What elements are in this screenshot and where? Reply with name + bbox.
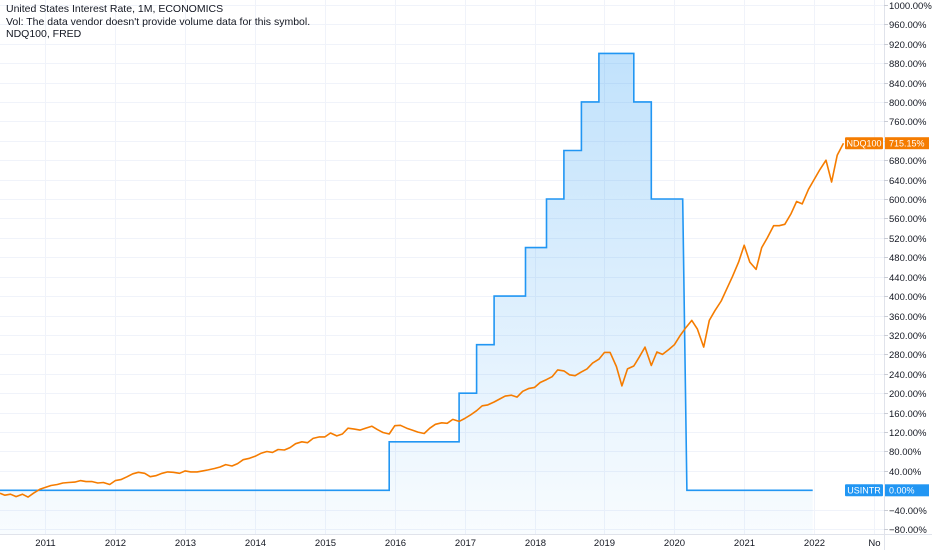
x-tick-label: 2012 bbox=[105, 538, 126, 549]
y-tick-label: 600.00% bbox=[889, 195, 927, 206]
x-tick-label: 2017 bbox=[455, 538, 476, 549]
y-tick-label: 800.00% bbox=[889, 98, 927, 109]
y-tick-label: 880.00% bbox=[889, 59, 927, 70]
x-tick-label: 2014 bbox=[245, 538, 266, 549]
legend-compare-symbol[interactable]: NDQ100, FRED bbox=[6, 28, 82, 40]
y-tick-label: 560.00% bbox=[889, 214, 927, 225]
x-tick-label: 2016 bbox=[385, 538, 406, 549]
x-tick-label: 2011 bbox=[35, 538, 55, 549]
ndq100-value-label: 715.15% bbox=[889, 138, 925, 148]
usintr-value-label: 0.00% bbox=[889, 486, 915, 496]
y-tick-label: 520.00% bbox=[889, 234, 927, 245]
time-axis[interactable]: 2011 2012 2013 2014 2015 2016 2017 2018 2019 2020… bbox=[35, 538, 880, 549]
x-tick-label: No bbox=[868, 538, 880, 549]
y-tick-label: −80.00% bbox=[889, 525, 927, 536]
y-tick-label: 200.00% bbox=[889, 389, 927, 400]
y-tick-label: 1000.00% bbox=[889, 1, 932, 12]
x-tick-label: 2021 bbox=[734, 538, 755, 549]
y-tick-label: 160.00% bbox=[889, 409, 927, 420]
price-axis[interactable]: 1000.00% 960.00% 920.00% 880.00% 840.00% 800.… bbox=[884, 1, 932, 536]
x-tick-label: 2020 bbox=[664, 538, 685, 549]
y-tick-label: 400.00% bbox=[889, 292, 927, 303]
ndq100-symbol-tag[interactable]: NDQ100 bbox=[845, 137, 883, 150]
y-tick-label: 920.00% bbox=[889, 40, 927, 51]
usintr-line[interactable] bbox=[0, 52, 813, 492]
usintr-area bbox=[0, 53, 813, 534]
y-tick-label: 640.00% bbox=[889, 176, 927, 187]
y-tick-label: 840.00% bbox=[889, 79, 927, 90]
y-tick-label: 360.00% bbox=[889, 312, 927, 323]
x-tick-label: 2019 bbox=[594, 538, 615, 549]
usintr-symbol-label: USINTR bbox=[847, 486, 881, 496]
y-tick-label: 240.00% bbox=[889, 370, 927, 381]
x-tick-label: 2018 bbox=[525, 538, 546, 549]
y-tick-label: 680.00% bbox=[889, 156, 927, 167]
usintr-value-tag: 0.00% bbox=[885, 484, 929, 497]
ndq100-value-tag: 715.15% bbox=[885, 137, 929, 150]
x-tick-label: 2022 bbox=[804, 538, 825, 549]
y-tick-label: 120.00% bbox=[889, 428, 927, 439]
y-tick-label: 440.00% bbox=[889, 273, 927, 284]
y-tick-label: 280.00% bbox=[889, 350, 927, 361]
y-tick-label: 320.00% bbox=[889, 331, 927, 342]
usintr-symbol-tag[interactable]: USINTR bbox=[845, 484, 883, 497]
y-tick-label: 40.00% bbox=[889, 467, 922, 478]
ndq100-line[interactable] bbox=[0, 142, 845, 498]
chart-legend: United States Interest Rate, 1M, ECONOMI… bbox=[6, 3, 310, 41]
x-tick-label: 2015 bbox=[315, 538, 336, 549]
legend-volume-note: Vol: The data vendor doesn't provide vol… bbox=[6, 15, 311, 28]
y-tick-label: −40.00% bbox=[889, 506, 927, 517]
x-tick-label: 2013 bbox=[175, 538, 196, 549]
y-tick-label: 480.00% bbox=[889, 253, 927, 264]
y-tick-label: 80.00% bbox=[889, 447, 922, 458]
y-tick-label: 960.00% bbox=[889, 20, 927, 31]
legend-main-symbol[interactable]: United States Interest Rate, 1M, ECONOMI… bbox=[6, 3, 224, 15]
ndq100-symbol-label: NDQ100 bbox=[846, 138, 881, 148]
y-tick-label: 760.00% bbox=[889, 117, 927, 128]
